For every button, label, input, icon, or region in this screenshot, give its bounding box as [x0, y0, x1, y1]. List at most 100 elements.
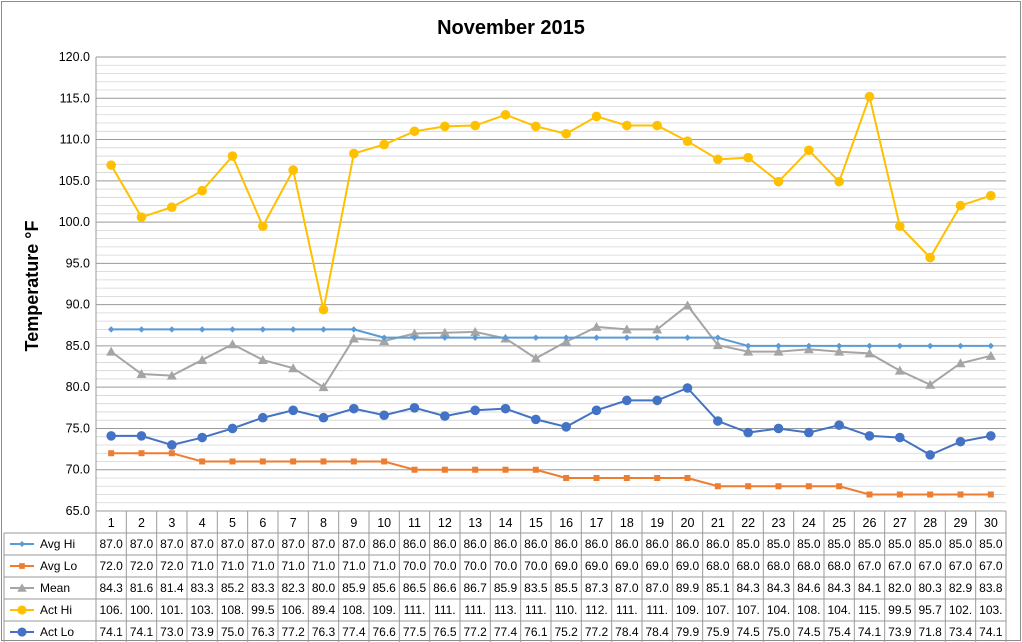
data-point [289, 326, 297, 333]
table-cell: 86.0 [403, 537, 427, 551]
table-cell: 113. [494, 603, 516, 617]
data-point [258, 221, 268, 232]
table-cell: 73.9 [190, 625, 214, 639]
data-point [955, 358, 966, 368]
data-point [653, 334, 661, 341]
x-category-label: 16 [559, 516, 573, 530]
x-category-label: 9 [350, 516, 357, 530]
table-cell: 87.0 [312, 537, 336, 551]
table-cell: 111. [404, 603, 426, 617]
x-category-label: 21 [711, 516, 725, 530]
data-point [168, 326, 176, 333]
table-row-label: Avg Hi [40, 537, 75, 551]
data-point [349, 403, 359, 414]
table-cell: 76.1 [524, 625, 548, 639]
data-point [197, 354, 208, 364]
table-cell: 69.0 [676, 559, 700, 573]
data-point [379, 139, 389, 150]
data-point [350, 326, 358, 333]
x-category-label: 22 [741, 516, 755, 530]
data-point [198, 326, 206, 333]
table-cell: 106. [99, 603, 122, 617]
data-point [380, 334, 388, 341]
data-point [743, 346, 754, 356]
data-point [531, 414, 541, 425]
data-point [138, 326, 145, 333]
x-category-label: 1 [108, 516, 115, 530]
data-point [682, 300, 693, 310]
table-cell: 111. [646, 603, 668, 617]
data-point [227, 339, 238, 349]
data-point [530, 353, 541, 363]
legend-key [10, 583, 34, 592]
table-cell: 85.5 [554, 581, 578, 595]
table-cell: 72.0 [160, 559, 184, 573]
table-cell: 107. [736, 603, 759, 617]
data-point [866, 342, 873, 350]
data-point [593, 334, 600, 341]
table-cell: 74.1 [858, 625, 882, 639]
table-cell: 107. [706, 603, 729, 617]
table-cell: 74.1 [979, 625, 1003, 639]
table-cell: 68.0 [797, 559, 821, 573]
x-category-label: 30 [984, 516, 998, 530]
data-point [108, 450, 115, 457]
table-cell: 74.5 [797, 625, 821, 639]
data-point [773, 423, 784, 434]
y-tick-label: 120.0 [59, 50, 90, 64]
table-cell: 71.0 [372, 559, 396, 573]
table-cell: 82.3 [281, 581, 305, 595]
table-cell: 85.1 [706, 581, 730, 595]
data-table: 1 2 3 4 5 6 7 8 9 10 11 12 13 14 15 16 17 18 19 20 21 22 23 24 2… [3, 510, 1007, 642]
data-point [652, 324, 663, 334]
table-cell: 68.0 [736, 559, 760, 573]
table-cell: 83.5 [524, 581, 548, 595]
table-cell: 86.0 [524, 537, 548, 551]
table-cell: 77.4 [494, 625, 518, 639]
legend-key-marker [18, 540, 26, 548]
table-cell: 85.0 [827, 537, 851, 551]
table-cell: 78.4 [645, 625, 669, 639]
table-cell: 108. [221, 603, 244, 617]
data-point [895, 221, 905, 232]
y-axis-ticks: 65.0 70.0 75.0 80.0 85.0 90.0 95.0 100.0 105.0 11… [59, 50, 90, 518]
y-tick-label: 100.0 [59, 215, 90, 229]
data-point [472, 466, 479, 473]
table-cell: 87.0 [251, 537, 275, 551]
data-point [259, 326, 267, 333]
table-cell: 82.0 [888, 581, 912, 595]
table-cell: 81.6 [130, 581, 154, 595]
data-point [621, 324, 632, 334]
table-cell: 87.0 [342, 537, 366, 551]
x-category-label: 18 [620, 516, 634, 530]
table-cell: 77.4 [342, 625, 366, 639]
data-point [290, 458, 297, 465]
table-cell: 85.0 [767, 537, 791, 551]
series-avg-hi [107, 326, 995, 350]
x-category-label: 27 [893, 516, 907, 530]
data-point [622, 120, 632, 131]
legend-key [10, 627, 34, 637]
table-cell: 80.3 [918, 581, 942, 595]
table-cell: 109. [676, 603, 699, 617]
data-point [502, 466, 509, 473]
data-point [563, 474, 570, 481]
table-cell: 67.0 [949, 559, 973, 573]
table-cell: 85.0 [888, 537, 912, 551]
data-point [866, 491, 873, 498]
data-point [259, 458, 266, 465]
x-category-label: 24 [802, 516, 816, 530]
data-point [166, 370, 177, 380]
table-cell: 73.4 [949, 625, 973, 639]
table-cell: 77.5 [403, 625, 427, 639]
table-cell: 75.0 [221, 625, 245, 639]
data-point [197, 432, 207, 443]
data-point [107, 326, 115, 333]
data-point [804, 427, 814, 438]
data-point [318, 412, 329, 423]
table-cell: 89.9 [676, 581, 700, 595]
data-point [652, 120, 662, 131]
table-cell: 77.2 [585, 625, 609, 639]
table-cell: 69.0 [585, 559, 609, 573]
table-cell: 86.7 [463, 581, 487, 595]
